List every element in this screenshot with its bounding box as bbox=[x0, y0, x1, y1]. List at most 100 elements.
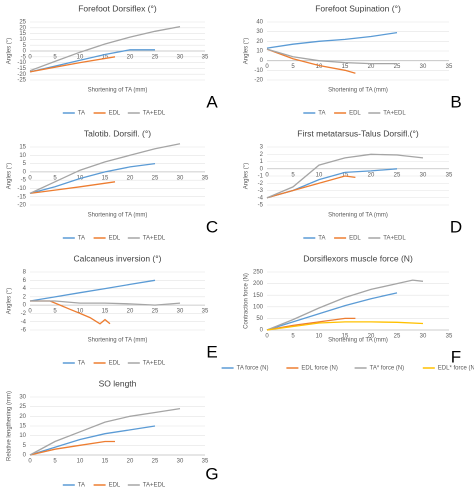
x-tick-label: 20 bbox=[368, 334, 375, 340]
y-axis-label: Angles (°) bbox=[244, 38, 250, 64]
series-line bbox=[29, 162, 156, 195]
x-tick-label: 5 bbox=[53, 55, 57, 61]
panel-letter: G bbox=[205, 464, 218, 483]
x-tick-label: 5 bbox=[291, 172, 295, 178]
x-tick-label: 10 bbox=[316, 334, 323, 340]
x-tick-label: 25 bbox=[394, 172, 401, 178]
x-tick-label: 35 bbox=[202, 309, 209, 315]
x-tick-label: 5 bbox=[291, 334, 295, 340]
x-tick-label: 0 bbox=[28, 55, 32, 61]
series-line bbox=[266, 292, 398, 331]
y-tick-label: 5 bbox=[23, 161, 27, 167]
y-tick-label: -20 bbox=[17, 203, 26, 209]
y-tick-label: 0 bbox=[23, 303, 27, 309]
y-axis-label: Angles (°) bbox=[244, 163, 250, 189]
y-tick-label: 0 bbox=[23, 453, 27, 459]
y-tick-label: 1 bbox=[260, 159, 264, 165]
x-tick-label: 0 bbox=[265, 334, 269, 340]
x-tick-label: 35 bbox=[202, 55, 209, 61]
y-tick-label: -5 bbox=[258, 203, 264, 209]
y-tick-label: 0 bbox=[260, 328, 264, 334]
series-line bbox=[266, 279, 424, 331]
y-tick-label: 20 bbox=[19, 25, 26, 31]
x-tick-label: 30 bbox=[177, 309, 184, 315]
y-tick-label: -4 bbox=[258, 195, 264, 201]
x-tick-label: 25 bbox=[152, 175, 159, 181]
series-line bbox=[266, 48, 397, 65]
x-tick-label: 15 bbox=[342, 64, 349, 70]
y-tick-label: 15 bbox=[19, 424, 26, 430]
series-line bbox=[29, 56, 116, 73]
x-tick-label: 30 bbox=[177, 175, 184, 181]
chart-title: Calcaneus inversion (°) bbox=[74, 253, 162, 263]
y-tick-label: 0 bbox=[260, 166, 264, 172]
y-tick-label: -15 bbox=[17, 66, 26, 72]
x-tick-label: 15 bbox=[102, 175, 109, 181]
y-tick-label: 15 bbox=[19, 31, 26, 37]
x-tick-label: 20 bbox=[368, 172, 375, 178]
x-tick-label: 25 bbox=[152, 309, 159, 315]
series-line bbox=[266, 175, 356, 199]
x-tick-label: 35 bbox=[202, 459, 209, 465]
x-tick-label: 0 bbox=[28, 459, 32, 465]
x-tick-label: 0 bbox=[28, 309, 32, 315]
y-tick-label: 150 bbox=[253, 293, 264, 299]
y-tick-label: 0 bbox=[23, 49, 27, 55]
y-tick-label: -15 bbox=[17, 194, 26, 200]
y-tick-label: -5 bbox=[21, 54, 27, 60]
x-tick-label: 10 bbox=[77, 459, 84, 465]
chart-title: Talotib. Dorsifl. (°) bbox=[84, 128, 151, 138]
x-tick-label: 25 bbox=[152, 459, 159, 465]
series-line bbox=[29, 49, 155, 73]
x-tick-label: 5 bbox=[53, 175, 57, 181]
y-axis-label: Contraction force (N) bbox=[244, 273, 250, 329]
x-tick-label: 25 bbox=[152, 55, 159, 61]
panel-letter: B bbox=[450, 92, 461, 111]
y-tick-label: 25 bbox=[19, 20, 26, 26]
y-tick-label: -10 bbox=[254, 68, 263, 74]
x-tick-label: 25 bbox=[394, 334, 401, 340]
y-tick-label: 30 bbox=[256, 29, 263, 35]
x-tick-label: 0 bbox=[28, 175, 32, 181]
y-tick-label: -5 bbox=[21, 178, 27, 184]
chart-title: Forefoot Dorsiflex (°) bbox=[78, 3, 157, 13]
y-tick-label: 10 bbox=[19, 37, 26, 43]
legend-label: TA* force (N) bbox=[370, 366, 405, 372]
x-tick-label: 10 bbox=[77, 309, 84, 315]
x-tick-label: 35 bbox=[446, 172, 453, 178]
series-line bbox=[29, 143, 181, 194]
legend-label: EDL bbox=[349, 111, 361, 117]
legend-label: TA bbox=[78, 111, 85, 117]
legend-label: TA+EDL bbox=[143, 483, 166, 489]
chart-title: Dorsiflexors muscle force (N) bbox=[303, 253, 413, 263]
legend-label: TA+EDL bbox=[143, 361, 166, 367]
x-tick-label: 15 bbox=[102, 459, 109, 465]
x-tick-label: 20 bbox=[368, 64, 375, 70]
y-tick-label: 4 bbox=[23, 286, 27, 292]
legend-label: TA force (N) bbox=[237, 366, 269, 372]
x-tick-label: 30 bbox=[177, 55, 184, 61]
legend-label: TA bbox=[318, 111, 325, 117]
panel-letter: E bbox=[206, 342, 217, 361]
panel-letter: D bbox=[450, 217, 462, 236]
y-tick-label: -10 bbox=[17, 186, 26, 192]
series-line bbox=[29, 25, 181, 72]
series-line bbox=[29, 440, 115, 456]
y-tick-label: 6 bbox=[23, 278, 27, 284]
series-line bbox=[266, 153, 424, 199]
y-tick-label: 10 bbox=[256, 49, 263, 55]
chart-title: First metatarsus-Talus Dorsifl.(°) bbox=[297, 128, 419, 138]
legend-label: EDL bbox=[109, 483, 121, 489]
y-tick-label: 100 bbox=[253, 304, 264, 310]
legend-label: TA+EDL bbox=[143, 111, 166, 117]
x-tick-label: 35 bbox=[202, 175, 209, 181]
x-tick-label: 15 bbox=[342, 334, 349, 340]
panel-letter: F bbox=[451, 347, 461, 366]
y-axis-label: Angles (°) bbox=[7, 288, 13, 314]
y-tick-label: -6 bbox=[21, 328, 27, 334]
x-tick-label: 10 bbox=[77, 55, 84, 61]
y-tick-label: 250 bbox=[253, 270, 264, 276]
y-tick-label: -2 bbox=[258, 181, 264, 187]
legend-label: TA bbox=[78, 236, 85, 242]
